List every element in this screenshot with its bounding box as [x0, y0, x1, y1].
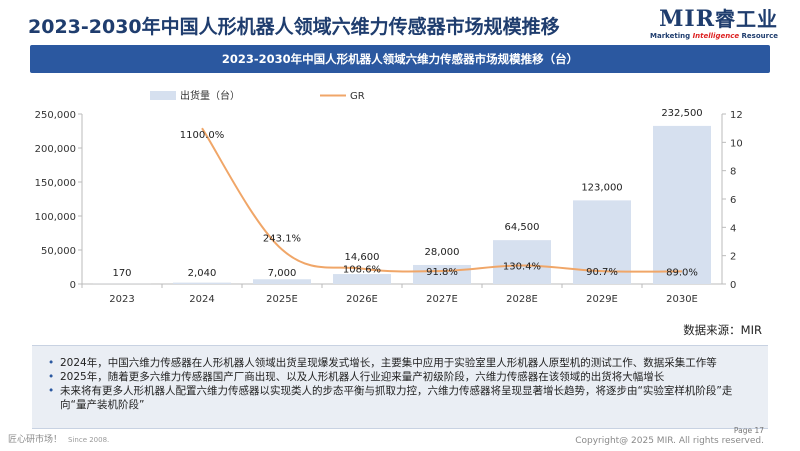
logo-tagline: Marketing Intelligence Resource	[648, 32, 778, 40]
bar-value-label: 7,000	[268, 268, 297, 279]
logo-tagline-post: Resource	[739, 32, 778, 40]
y-right-tick-label: 12	[730, 110, 743, 121]
gr-value-label: 108.6%	[343, 265, 381, 276]
y-left-tick-label: 200,000	[35, 144, 76, 155]
page-number: Page 17	[733, 426, 764, 435]
bar-value-label: 14,600	[345, 252, 380, 263]
bar	[173, 282, 231, 284]
bar-value-label: 28,000	[425, 247, 460, 258]
legend-label-line: GR	[350, 91, 365, 102]
legend-label-bar: 出货量（台）	[180, 89, 240, 102]
page-title: 2023-2030年中国人形机器人领域六维力传感器市场规模推移	[28, 16, 560, 38]
bar-value-label: 64,500	[505, 222, 540, 233]
logo-cn-text: 睿工业	[715, 7, 778, 31]
footer-slogan-text: 匠心研市场！	[8, 435, 63, 445]
gr-value-label: 91.8%	[426, 267, 458, 278]
x-tick-label: 2028E	[506, 294, 538, 305]
x-tick-label: 2030E	[666, 294, 698, 305]
chart-title-banner: 2023-2030年中国人形机器人领域六维力传感器市场规模推移（台）	[30, 45, 770, 73]
y-right-tick-label: 10	[730, 138, 743, 149]
y-left-tick-label: 150,000	[35, 178, 76, 189]
notes-box: 2024年，中国六维力传感器在人形机器人领域出货呈现爆发式增长，主要集中应用于实…	[32, 345, 768, 429]
data-source: 数据来源：MIR	[683, 323, 762, 337]
gr-value-label: 89.0%	[666, 267, 698, 278]
x-tick-label: 2026E	[346, 294, 378, 305]
note-item: 未来将有更多人形机器人配置六维力传感器以实现类人的步态平衡与抓取力控，六维力传感…	[48, 384, 758, 412]
gr-value-label: 90.7%	[586, 267, 618, 278]
gr-value-label: 1100.0%	[180, 130, 225, 141]
x-tick-label: 2025E	[266, 294, 298, 305]
note-item: 2025年，随着更多六维力传感器国产厂商出现、以及人形机器人行业迎来量产初级阶段…	[48, 370, 758, 384]
bar	[653, 125, 711, 285]
y-left-tick-label: 100,000	[35, 212, 76, 223]
y-right-tick-label: 2	[730, 252, 736, 263]
y-right-tick-label: 8	[730, 167, 736, 178]
bar-value-label: 232,500	[661, 108, 702, 119]
x-tick-label: 2024	[189, 294, 214, 305]
y-right-tick-label: 0	[730, 280, 736, 291]
legend-swatch-bar	[150, 91, 176, 100]
copyright: Copyright@ 2025 MIR. All rights reserved…	[575, 436, 764, 446]
bar	[253, 279, 311, 284]
x-tick-label: 2029E	[586, 294, 618, 305]
bar-value-label: 123,000	[581, 182, 622, 193]
gr-line	[201, 127, 683, 273]
logo-tagline-mid: Intelligence	[692, 32, 740, 40]
bar	[333, 274, 391, 284]
x-tick-label: 2023	[109, 294, 134, 305]
bar-value-label: 2,040	[188, 268, 217, 279]
y-left-tick-label: 0	[70, 280, 76, 291]
mir-logo: MIR睿工业 Marketing Intelligence Resource	[648, 6, 778, 40]
gr-value-label: 130.4%	[503, 262, 541, 273]
note-item: 2024年，中国六维力传感器在人形机器人领域出货呈现爆发式增长，主要集中应用于实…	[48, 356, 758, 370]
footer-slogan: 匠心研市场！ Since 2008.	[8, 432, 109, 445]
bar-value-label: 170	[112, 268, 131, 279]
y-left-tick-label: 250,000	[35, 110, 76, 121]
y-right-tick-label: 4	[730, 223, 736, 234]
logo-main-text: MIR	[659, 6, 715, 32]
logo-tagline-pre: Marketing	[650, 32, 693, 40]
y-left-tick-label: 50,000	[41, 246, 76, 257]
market-chart: 出货量（台） GR 0 50,000 100,000 150,000 200,000 250,…	[35, 89, 743, 305]
x-tick-label: 2027E	[426, 294, 458, 305]
bar	[493, 240, 551, 284]
gr-value-label: 243.1%	[263, 234, 301, 245]
footer-since: Since 2008.	[68, 436, 110, 444]
y-right-tick-label: 6	[730, 195, 736, 206]
